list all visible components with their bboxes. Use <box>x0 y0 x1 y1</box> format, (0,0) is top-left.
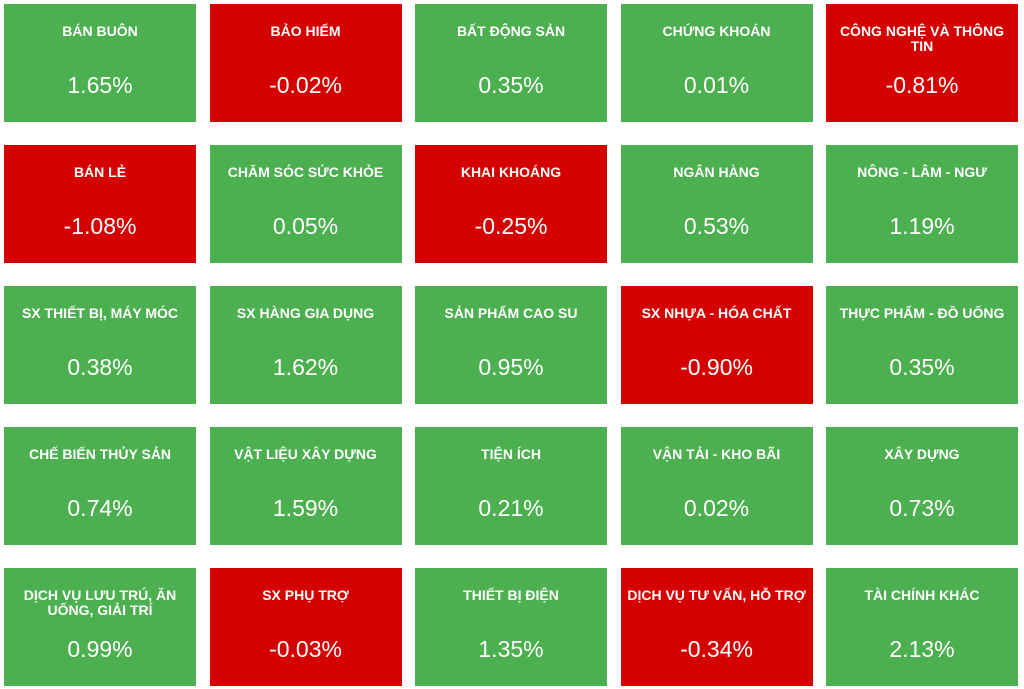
sector-tile[interactable]: THIẾT BỊ ĐIỆN 1.35% <box>415 568 607 686</box>
sector-change-value: -1.08% <box>63 213 137 239</box>
sector-change-value: 2.13% <box>889 636 955 662</box>
sector-name: NÔNG - LÂM - NGƯ <box>857 164 987 180</box>
sector-tile[interactable]: VẬT LIỆU XÂY DỰNG 1.59% <box>209 427 402 545</box>
sector-change-value: -0.25% <box>474 213 548 239</box>
sector-name: CÔNG NGHỆ VÀ THÔNG TIN <box>839 23 1005 54</box>
sector-name: DỊCH VỤ TƯ VẤN, HỖ TRỢ <box>627 587 806 603</box>
sector-name: BẤT ĐỘNG SẢN <box>456 23 566 39</box>
sector-tile[interactable]: BÁN LẺ -1.08% <box>4 145 196 263</box>
sector-tile[interactable]: SẢN PHẨM CAO SU 0.95% <box>415 286 607 404</box>
sector-name: THỰC PHẨM - ĐỒ UỐNG <box>839 305 1005 321</box>
sector-change-value: 1.59% <box>272 495 339 521</box>
sector-change-value: 0.02% <box>683 495 750 521</box>
sector-change-value: 0.95% <box>478 354 544 380</box>
sector-change-value: 0.99% <box>67 636 133 662</box>
sector-change-value: 0.35% <box>889 354 955 380</box>
sector-change-value: 0.05% <box>272 213 339 239</box>
sector-change-value: 0.35% <box>478 72 544 98</box>
sector-tile[interactable]: BÁN BUÔN 1.65% <box>4 4 196 122</box>
sector-name: BÁN BUÔN <box>62 23 138 39</box>
sector-name: SX HÀNG GIA DỤNG <box>236 305 375 321</box>
sector-change-value: 0.01% <box>683 72 750 98</box>
sector-tile[interactable]: SX NHỰA - HÓA CHẤT -0.90% <box>620 286 813 404</box>
sector-change-value: 1.62% <box>272 354 339 380</box>
sector-change-value: 0.73% <box>889 495 955 521</box>
sector-change-value: -0.34% <box>680 636 753 662</box>
sector-change-value: -0.03% <box>269 636 342 662</box>
sector-tile[interactable]: CHĂM SÓC SỨC KHỎE 0.05% <box>209 145 402 263</box>
sector-tile[interactable]: SX HÀNG GIA DỤNG 1.62% <box>209 286 402 404</box>
sector-tile[interactable]: BẤT ĐỘNG SẢN 0.35% <box>415 4 607 122</box>
sector-name: THIẾT BỊ ĐIỆN <box>463 587 559 603</box>
sector-name: BẢO HIỂM <box>270 23 341 39</box>
sector-name: CHẾ BIẾN THỦY SẢN <box>28 446 172 462</box>
sector-name: CHĂM SÓC SỨC KHỎE <box>227 164 384 180</box>
sector-name: XÂY DỰNG <box>884 446 960 462</box>
sector-name: SX NHỰA - HÓA CHẤT <box>641 305 792 321</box>
sector-tile[interactable]: KHAI KHOÁNG -0.25% <box>415 145 607 263</box>
sector-change-value: 0.74% <box>67 495 133 521</box>
sector-tile[interactable]: XÂY DỰNG 0.73% <box>826 427 1018 545</box>
sector-tile[interactable]: NGÂN HÀNG 0.53% <box>620 145 813 263</box>
sector-name: SX PHỤ TRỢ <box>262 587 349 603</box>
sector-tile[interactable]: TIỆN ÍCH 0.21% <box>415 427 607 545</box>
sector-change-value: 0.21% <box>478 495 544 521</box>
sector-tile[interactable]: CÔNG NGHỆ VÀ THÔNG TIN -0.81% <box>826 4 1018 122</box>
sector-change-value: 1.35% <box>478 636 544 662</box>
sector-change-value: 0.53% <box>683 213 750 239</box>
sector-name: SẢN PHẨM CAO SU <box>444 305 578 321</box>
sector-name: TÀI CHÍNH KHÁC <box>864 587 980 603</box>
sector-name: VẬN TẢI - KHO BÃI <box>652 446 781 462</box>
sector-tile[interactable]: BẢO HIỂM -0.02% <box>209 4 402 122</box>
sector-change-value: 1.65% <box>67 72 133 98</box>
sector-name: SX THIẾT BỊ, MÁY MÓC <box>21 305 179 321</box>
sector-name: KHAI KHOÁNG <box>460 164 562 180</box>
sector-tile[interactable]: CHỨNG KHOÁN 0.01% <box>620 4 813 122</box>
sector-tile[interactable]: SX THIẾT BỊ, MÁY MÓC 0.38% <box>4 286 196 404</box>
sector-tile[interactable]: SX PHỤ TRỢ -0.03% <box>209 568 402 686</box>
sector-tile[interactable]: TÀI CHÍNH KHÁC 2.13% <box>826 568 1018 686</box>
sector-name: VẬT LIỆU XÂY DỰNG <box>234 446 377 462</box>
sector-change-value: 0.38% <box>67 354 133 380</box>
sector-tile[interactable]: CHẾ BIẾN THỦY SẢN 0.74% <box>4 427 196 545</box>
sector-tile[interactable]: THỰC PHẨM - ĐỒ UỐNG 0.35% <box>826 286 1018 404</box>
sector-change-value: -0.81% <box>885 72 959 98</box>
sector-tile[interactable]: VẬN TẢI - KHO BÃI 0.02% <box>620 427 813 545</box>
sector-name: NGÂN HÀNG <box>673 164 760 180</box>
sector-tile[interactable]: NÔNG - LÂM - NGƯ 1.19% <box>826 145 1018 263</box>
sector-name: BÁN LẺ <box>73 164 127 180</box>
sector-tile[interactable]: DỊCH VỤ LƯU TRÚ, ĂN UỐNG, GIẢI TRÍ 0.99% <box>4 568 196 686</box>
sector-change-value: 1.19% <box>889 213 955 239</box>
sector-name: CHỨNG KHOÁN <box>662 23 771 39</box>
sector-name: DỊCH VỤ LƯU TRÚ, ĂN UỐNG, GIẢI TRÍ <box>23 587 177 618</box>
sector-name: TIỆN ÍCH <box>481 446 541 462</box>
sector-heatmap-grid: BÁN BUÔN 1.65% BẢO HIỂM -0.02% BẤT ĐỘNG SẢN 0… <box>4 4 1018 686</box>
sector-tile[interactable]: DỊCH VỤ TƯ VẤN, HỖ TRỢ -0.34% <box>620 568 813 686</box>
sector-change-value: -0.02% <box>269 72 342 98</box>
sector-change-value: -0.90% <box>680 354 753 380</box>
